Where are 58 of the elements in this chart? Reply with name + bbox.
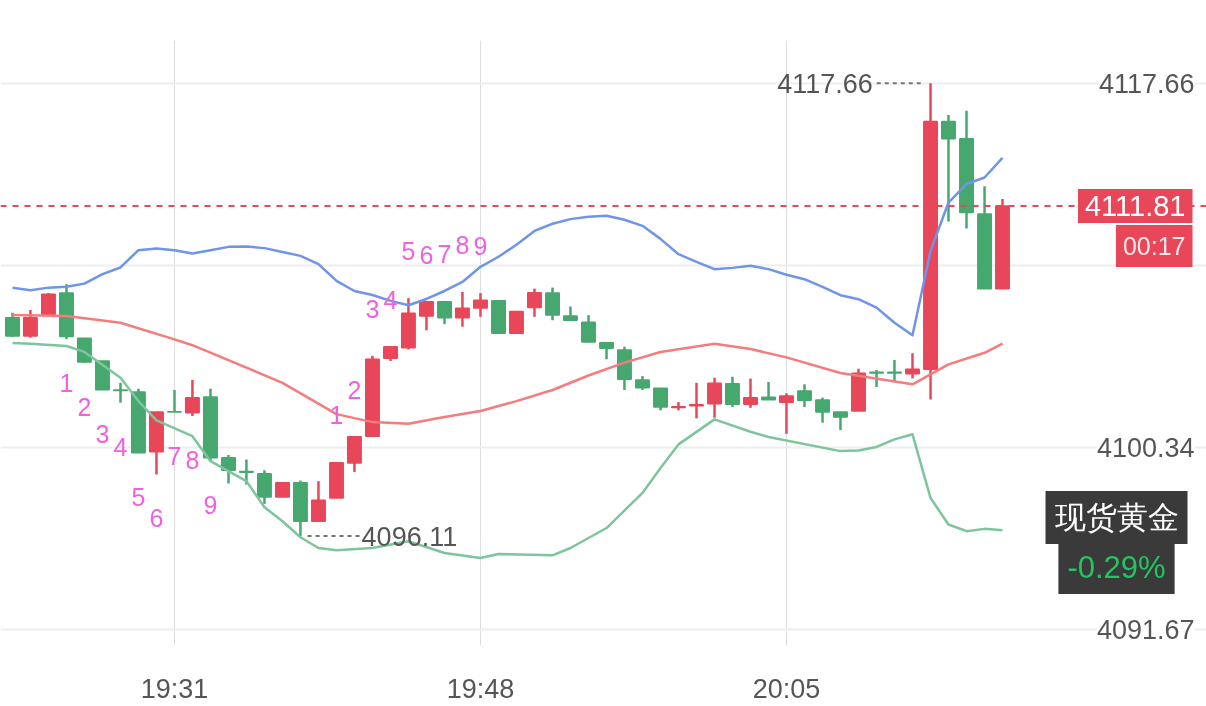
- candlestick: [311, 479, 326, 524]
- annotation: 9: [203, 491, 218, 520]
- candlestick: [473, 291, 488, 319]
- x-tick-label: 19:48: [446, 673, 515, 704]
- candlestick: [743, 377, 758, 410]
- candlestick: [905, 351, 920, 380]
- annotation: 2: [77, 392, 92, 421]
- annotation: 4117.66: [777, 68, 873, 99]
- candlestick: [670, 400, 686, 412]
- candlestick: [167, 388, 182, 414]
- annotation: 4: [113, 432, 128, 461]
- annotation: 8: [185, 446, 200, 475]
- candlestick: [113, 381, 128, 405]
- candlestick: [184, 378, 200, 418]
- candlestick: [527, 287, 542, 319]
- annotation: 2: [347, 375, 362, 404]
- candlestick: [5, 311, 20, 339]
- candlestick: [454, 290, 470, 328]
- y-tick-label: 4100.34: [1096, 432, 1195, 463]
- annotation: 5: [131, 482, 146, 511]
- candlestick: [761, 380, 777, 402]
- candlestick: [815, 396, 831, 424]
- line-series: [11, 156, 1004, 337]
- candlestick: [508, 310, 524, 334]
- candlestick: [22, 308, 38, 339]
- annotation: 7: [167, 442, 182, 471]
- candlestick: [419, 300, 434, 332]
- annotation: 8: [455, 230, 470, 259]
- candlestick: [724, 375, 740, 409]
- candlestick: [778, 392, 794, 436]
- candlestick: [832, 410, 848, 432]
- candlestick: [581, 313, 596, 344]
- candlestick: [221, 453, 236, 485]
- annotation: -0.29%: [1067, 550, 1166, 585]
- annotation: 6: [419, 240, 434, 269]
- annotation: 5: [401, 237, 416, 266]
- ref-line-label: 4111.81: [1084, 190, 1186, 223]
- candlestick: [545, 286, 560, 322]
- candlestick: [797, 383, 812, 409]
- candlestick: [707, 376, 722, 419]
- annotation: 7: [437, 239, 452, 268]
- annotation: 6: [149, 504, 164, 533]
- x-tick-label: 19:31: [140, 673, 209, 704]
- annotation: 4096.11: [361, 521, 458, 552]
- line-series: [11, 341, 1004, 560]
- x-tick-label: 20:05: [752, 673, 821, 704]
- annotation: 1: [59, 369, 74, 398]
- y-tick-label: 4091.67: [1096, 614, 1195, 645]
- annotation: 9: [473, 232, 488, 261]
- candlestick: [887, 358, 902, 383]
- annotation: 3: [95, 419, 110, 448]
- annotation: 3: [365, 294, 380, 323]
- candlestick: [941, 113, 956, 223]
- annotation: 00:17: [1122, 232, 1186, 261]
- annotation: 现货黄金: [1054, 500, 1179, 535]
- y-tick-label: 4117.66: [1098, 68, 1195, 99]
- candlestick: [256, 468, 272, 506]
- candlestick: [653, 387, 668, 412]
